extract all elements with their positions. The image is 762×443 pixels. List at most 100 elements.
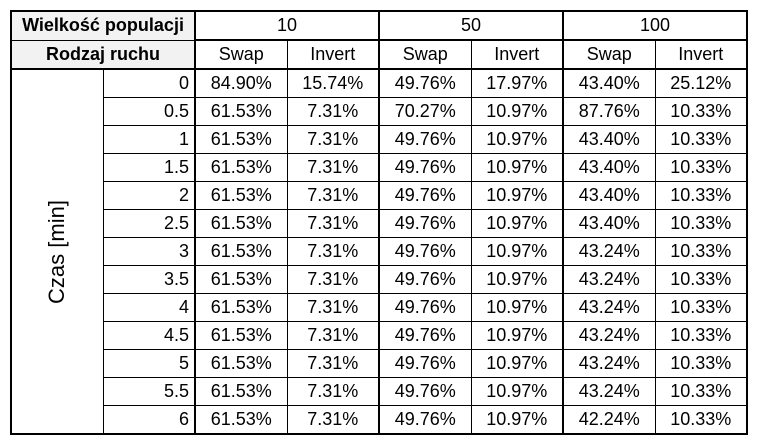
table-cell: 49.76% — [378, 181, 472, 210]
time-axis-label-cell: Czas [min] — [10, 68, 104, 435]
table-cell: 10.33% — [654, 321, 749, 350]
table-cell: 7.31% — [286, 181, 381, 210]
table-cell: 49.76% — [378, 377, 472, 406]
table-cell: 43.24% — [562, 321, 656, 350]
time-value: 1.5 — [102, 153, 197, 182]
table-cell: 10.97% — [470, 349, 565, 378]
table-cell: 10.33% — [654, 209, 749, 238]
table-cell: 49.76% — [378, 293, 472, 322]
table-cell: 10.97% — [470, 237, 565, 266]
subheader-swap: Swap — [378, 39, 472, 70]
table-row: 5 61.53% 7.31% 49.76% 10.97% 43.24% 10.33% — [11, 349, 749, 378]
table-cell: 7.31% — [286, 349, 381, 378]
table-cell: 10.33% — [654, 237, 749, 266]
table-cell: 43.24% — [562, 377, 656, 406]
table-cell: 25.12% — [654, 68, 749, 98]
time-value: 3.5 — [102, 265, 197, 294]
table-cell: 49.76% — [378, 68, 472, 98]
table-cell: 10.97% — [470, 321, 565, 350]
time-axis-label: Czas [min] — [44, 199, 70, 304]
table-cell: 61.53% — [194, 181, 288, 210]
time-value: 2 — [102, 181, 197, 210]
time-value: 0 — [102, 68, 197, 98]
table-cell: 61.53% — [194, 97, 288, 126]
table-row: 1 61.53% 7.31% 49.76% 10.97% 43.40% 10.33% — [11, 125, 749, 154]
table-cell: 61.53% — [194, 125, 288, 154]
table-cell: 49.76% — [378, 153, 472, 182]
group-header-10: 10 — [194, 10, 381, 41]
table-cell: 10.97% — [470, 125, 565, 154]
table-cell: 10.97% — [470, 181, 565, 210]
header-row-population: Wielkość populacji 10 50 100 — [9, 10, 749, 41]
subheader-swap: Swap — [194, 39, 288, 70]
table-cell: 87.76% — [562, 97, 656, 126]
table-cell: 61.53% — [194, 265, 288, 294]
table-row: 2 61.53% 7.31% 49.76% 10.97% 43.40% 10.33% — [11, 181, 749, 210]
table-row: Czas [min] 0 84.90% 15.74% 49.76% 17.97% 43.40… — [10, 68, 749, 435]
table-cell: 49.76% — [378, 265, 472, 294]
table-cell: 10.97% — [470, 209, 565, 238]
table-cell: 10.33% — [654, 181, 749, 210]
table-cell: 49.76% — [378, 321, 472, 350]
table-cell: 7.31% — [286, 265, 381, 294]
table-cell: 7.31% — [286, 209, 381, 238]
table-cell: 49.76% — [378, 125, 472, 154]
time-value: 3 — [102, 237, 197, 266]
table-cell: 10.33% — [654, 377, 749, 406]
table-cell: 10.33% — [654, 405, 749, 435]
table-cell: 49.76% — [378, 237, 472, 266]
table-cell: 43.40% — [562, 125, 656, 154]
population-size-label: Wielkość populacji — [9, 10, 197, 41]
table-cell: 61.53% — [194, 321, 288, 350]
table-cell: 49.76% — [378, 349, 472, 378]
table-cell: 43.40% — [562, 68, 656, 98]
table-row: 6 61.53% 7.31% 49.76% 10.97% 42.24% 10.33% — [11, 405, 749, 435]
table-cell: 10.33% — [654, 349, 749, 378]
table-cell: 10.97% — [470, 265, 565, 294]
table-row: 4 61.53% 7.31% 49.76% 10.97% 43.24% 10.33% — [11, 293, 749, 322]
table-cell: 10.33% — [654, 153, 749, 182]
table-cell: 10.33% — [654, 265, 749, 294]
table-cell: 43.24% — [562, 237, 656, 266]
time-value: 5 — [102, 349, 197, 378]
table-cell: 7.31% — [286, 405, 381, 435]
table-cell: 17.97% — [470, 68, 565, 98]
move-type-label: Rodzaj ruchu — [9, 39, 197, 70]
group-header-50: 50 — [378, 10, 565, 41]
time-value: 1 — [102, 125, 197, 154]
time-value: 6 — [102, 405, 197, 435]
time-value: 5.5 — [102, 377, 197, 406]
time-value: 4.5 — [102, 321, 197, 350]
group-header-100: 100 — [562, 10, 749, 41]
table-cell: 7.31% — [286, 293, 381, 322]
table-cell: 49.76% — [378, 209, 472, 238]
table-cell: 61.53% — [194, 405, 288, 435]
table-cell: 10.33% — [654, 97, 749, 126]
table-cell: 10.97% — [470, 405, 565, 435]
table-cell: 61.53% — [194, 377, 288, 406]
table-cell: 10.33% — [654, 125, 749, 154]
table-row: 3 61.53% 7.31% 49.76% 10.97% 43.24% 10.33% — [11, 237, 749, 266]
subheader-invert: Invert — [286, 39, 381, 70]
table-cell: 43.40% — [562, 153, 656, 182]
table-cell: 10.97% — [470, 153, 565, 182]
table-row: 4.5 61.53% 7.31% 49.76% 10.97% 43.24% 10.33% — [11, 321, 749, 350]
table-cell: 7.31% — [286, 97, 381, 126]
time-value: 0.5 — [102, 97, 197, 126]
table-cell: 49.76% — [378, 405, 472, 435]
table-cell: 7.31% — [286, 321, 381, 350]
table-cell: 7.31% — [286, 153, 381, 182]
subheader-invert: Invert — [470, 39, 565, 70]
table-cell: 42.24% — [562, 405, 656, 435]
table-cell: 61.53% — [194, 153, 288, 182]
table-row: 2.5 61.53% 7.31% 49.76% 10.97% 43.40% 10.33% — [11, 209, 749, 238]
table-cell: 43.40% — [562, 209, 656, 238]
results-table-container: Wielkość populacji 10 50 100 Rodzaj ruch… — [9, 10, 749, 435]
results-table: Wielkość populacji 10 50 100 Rodzaj ruch… — [9, 10, 749, 435]
table-row: 3.5 61.53% 7.31% 49.76% 10.97% 43.24% 10.33% — [11, 265, 749, 294]
time-value: 2.5 — [102, 209, 197, 238]
table-cell: 10.97% — [470, 293, 565, 322]
table-cell: 7.31% — [286, 377, 381, 406]
table-row: 5.5 61.53% 7.31% 49.76% 10.97% 43.24% 10.33% — [11, 377, 749, 406]
table-cell: 43.24% — [562, 265, 656, 294]
